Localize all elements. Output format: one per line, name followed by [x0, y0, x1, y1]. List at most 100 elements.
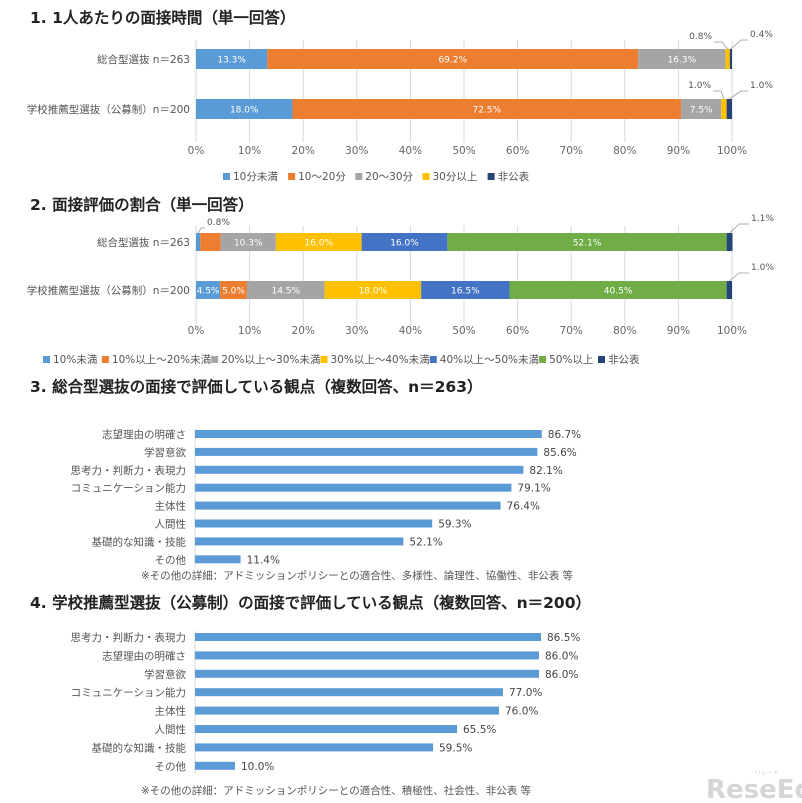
- legend-swatch: [320, 356, 328, 363]
- value-label: 4.5%: [197, 287, 220, 297]
- value-label: 85.6%: [543, 447, 576, 459]
- category-label: その他: [155, 553, 187, 566]
- category-label: 基礎的な知識・技能: [92, 741, 187, 754]
- legend-label: 非公表: [608, 353, 640, 366]
- chart-4-title: 4. 学校推薦型選抜（公募制）の面接で評価している観点（複数回答、n＝200）: [30, 593, 591, 612]
- bar-segment: [275, 233, 362, 251]
- value-label: 5.0%: [222, 287, 245, 297]
- leader-line: [729, 90, 748, 100]
- value-label: 1.0%: [688, 81, 711, 91]
- x-tick-label: 100%: [717, 145, 747, 157]
- bar: [195, 706, 499, 715]
- bar-segment: [681, 99, 722, 119]
- x-tick-label: 10%: [238, 145, 261, 157]
- value-label: 11.4%: [247, 554, 280, 566]
- value-label: 86.0%: [545, 669, 578, 681]
- value-label: 82.1%: [529, 465, 562, 477]
- value-label: 69.2%: [438, 56, 467, 66]
- legend-label: 50%以上: [549, 354, 593, 366]
- chart-2: 2. 面接評価の割合（単一回答） 0% 10% 20% 30% 40% 50% 60% 70%…: [27, 195, 775, 366]
- value-label: 52.1%: [409, 536, 442, 548]
- bar: [195, 555, 241, 564]
- bar-segment: [721, 99, 727, 119]
- bar: [195, 669, 539, 678]
- value-label: 18.0%: [230, 106, 259, 116]
- legend-label: 10%以上～20%未満: [112, 354, 212, 366]
- bar-segment: [421, 281, 510, 299]
- value-label: 59.3%: [438, 519, 471, 531]
- legend-swatch: [355, 173, 363, 180]
- leader-line: [197, 227, 205, 234]
- x-tick-label: 40%: [399, 325, 422, 337]
- value-label: 86.7%: [548, 429, 581, 441]
- legend-swatch: [487, 173, 495, 180]
- value-label: 1.1%: [751, 214, 774, 224]
- legend-swatch: [288, 173, 296, 180]
- bar-segment: [196, 99, 293, 119]
- x-tick-label: 80%: [613, 325, 636, 337]
- chart-2-title: 2. 面接評価の割合（単一回答）: [30, 195, 254, 214]
- x-tick-label: 0%: [188, 145, 205, 157]
- leader-line: [713, 90, 725, 100]
- x-tick-label: 50%: [452, 325, 475, 337]
- bar: [195, 688, 503, 697]
- bar: [195, 725, 457, 733]
- x-tick-label: 70%: [560, 325, 583, 337]
- value-label: 72.5%: [472, 106, 501, 116]
- x-tick-label: 20%: [292, 325, 315, 337]
- bar-segment: [726, 281, 732, 299]
- bar: [195, 761, 235, 770]
- leader-line: [729, 272, 749, 282]
- bar-segment: [292, 99, 682, 119]
- resed-logo-subtext: リシード: [755, 770, 779, 777]
- category-label: 主体性: [155, 500, 187, 513]
- bar-segment: [726, 233, 733, 251]
- bar: [195, 743, 433, 752]
- bar: [195, 501, 501, 510]
- value-label: 16.3%: [668, 56, 697, 66]
- category-label: 学習意欲: [144, 668, 186, 681]
- x-tick-label: 100%: [717, 325, 747, 337]
- bar-segment: [361, 233, 448, 251]
- chart-2-bars: 0.8% 10.3% 16.0% 16.0% 52.1% 1.1% 4.5% 5.0% 14.5…: [196, 214, 774, 299]
- category-label: 総合型選抜 n＝263: [97, 236, 190, 249]
- bar-segment: [726, 99, 732, 119]
- x-tick-label: 50%: [452, 145, 475, 157]
- x-tick-label: 60%: [506, 145, 529, 157]
- chart-2-x-ticks: 0% 10% 20% 30% 40% 50% 60% 70% 80% 90% 100%: [188, 325, 747, 337]
- resed-logo: ReseEd リシード: [706, 770, 802, 803]
- legend-label: 40%以上～50%未満: [440, 354, 540, 366]
- leader-line: [729, 223, 749, 234]
- category-label: 学校推薦型選抜（公募制）n＝200: [27, 284, 190, 297]
- legend-label: 非公表: [498, 170, 530, 183]
- value-label: 86.5%: [547, 632, 580, 644]
- legend-swatch: [223, 173, 230, 180]
- chart-1-bars: 13.3% 69.2% 16.3% 0.8% 0.4% 18.0% 72.5% 7.5% 1.0…: [196, 30, 773, 119]
- chart-2-category-labels: 総合型選抜 n＝263 学校推薦型選抜（公募制）n＝200: [27, 236, 190, 297]
- chart-3: 3. 総合型選抜の面接で評価している観点（複数回答、n＝263） 志望理由の明確…: [30, 377, 581, 582]
- value-label: 76.0%: [505, 706, 538, 718]
- chart-1-title: 1. 1人あたりの面接時間（単一回答）: [30, 8, 295, 27]
- category-label: 思考力・判断力・表現力: [71, 631, 187, 644]
- x-tick-label: 60%: [506, 325, 529, 337]
- value-label: 10.3%: [234, 239, 263, 249]
- category-label: 志望理由の明確さ: [102, 428, 186, 441]
- value-label: 86.0%: [545, 650, 578, 662]
- chart-4-note: ※その他の詳細：アドミッションポリシーとの適合性、積極性、社会性、非公表 等: [141, 784, 532, 797]
- resed-logo-text: ReseEd: [706, 775, 802, 803]
- value-label: 65.5%: [463, 724, 496, 736]
- category-label: コミュニケーション能力: [71, 482, 186, 495]
- value-label: 52.1%: [573, 239, 602, 249]
- bar: [195, 651, 539, 660]
- bar: [195, 519, 433, 528]
- category-label: 学校推薦型選抜（公募制）n＝200: [27, 103, 190, 116]
- chart-1-category-labels: 総合型選抜 n＝263 学校推薦型選抜（公募制）n＝200: [27, 53, 190, 116]
- x-tick-label: 70%: [560, 145, 583, 157]
- bar: [195, 430, 542, 438]
- legend-swatch: [429, 356, 437, 363]
- x-tick-label: 10%: [238, 325, 261, 337]
- chart-4-bars: 思考力・判断力・表現力 86.5% 志望理由の明確さ 86.0% 学習意欲 86.0% コミ…: [71, 631, 580, 774]
- legend-label: 10%未満: [53, 354, 98, 366]
- value-label: 13.3%: [217, 56, 246, 66]
- chart-4: 4. 学校推薦型選抜（公募制）の面接で評価している観点（複数回答、n＝200） …: [30, 593, 591, 797]
